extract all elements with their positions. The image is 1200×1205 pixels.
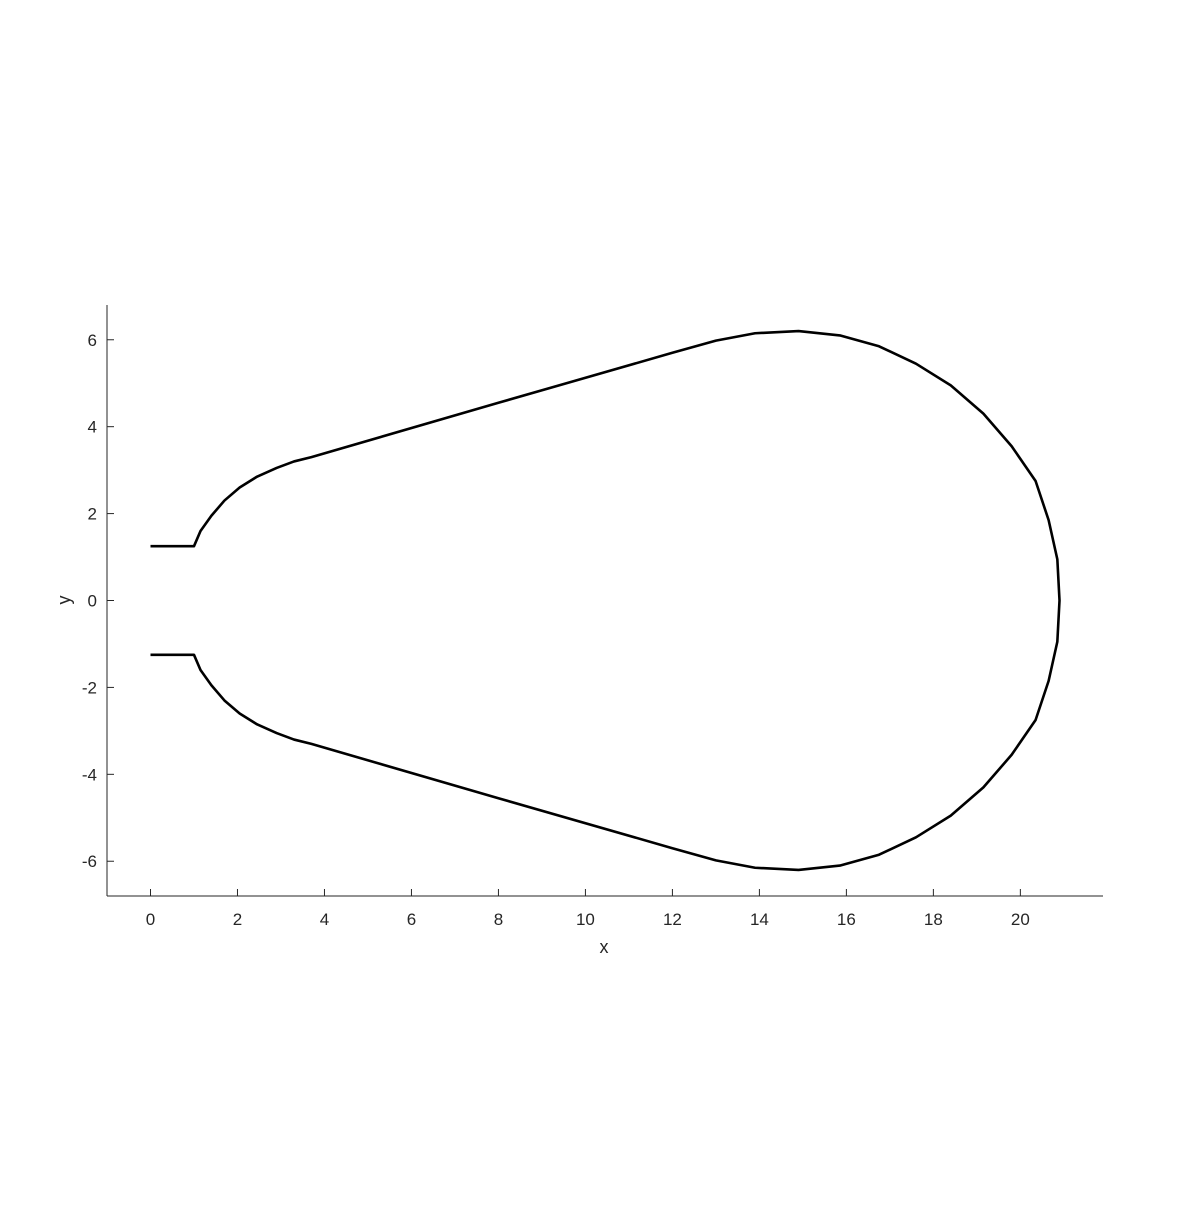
tick-labels: 0 2 4 6 8 10 12 14 16 18 20 -6 -4 -2 0 2 4 6 — [82, 331, 1030, 929]
series-layer — [150, 329, 1061, 872]
x-tick-label: 12 — [663, 910, 682, 929]
series-line — [150, 329, 1061, 872]
ticks — [107, 339, 1021, 896]
y-tick-label: 0 — [88, 592, 97, 611]
x-tick-label: 4 — [320, 910, 329, 929]
y-tick-label: -2 — [82, 678, 97, 697]
x-tick-label: 16 — [837, 910, 856, 929]
y-tick-label: 2 — [88, 505, 97, 524]
x-axis-label: x — [600, 937, 609, 957]
x-tick-label: 10 — [576, 910, 595, 929]
x-tick-label: 18 — [924, 910, 943, 929]
y-tick-label: -6 — [82, 852, 97, 871]
x-tick-label: 0 — [146, 910, 155, 929]
x-tick-label: 20 — [1011, 910, 1030, 929]
y-axis-label: y — [54, 596, 74, 605]
y-tick-label: -4 — [82, 765, 97, 784]
x-tick-label: 14 — [750, 910, 769, 929]
x-tick-label: 8 — [494, 910, 503, 929]
y-tick-label: 4 — [88, 418, 97, 437]
x-tick-label: 6 — [407, 910, 416, 929]
y-tick-label: 6 — [88, 331, 97, 350]
axes — [106, 305, 1103, 897]
x-tick-label: 2 — [233, 910, 242, 929]
